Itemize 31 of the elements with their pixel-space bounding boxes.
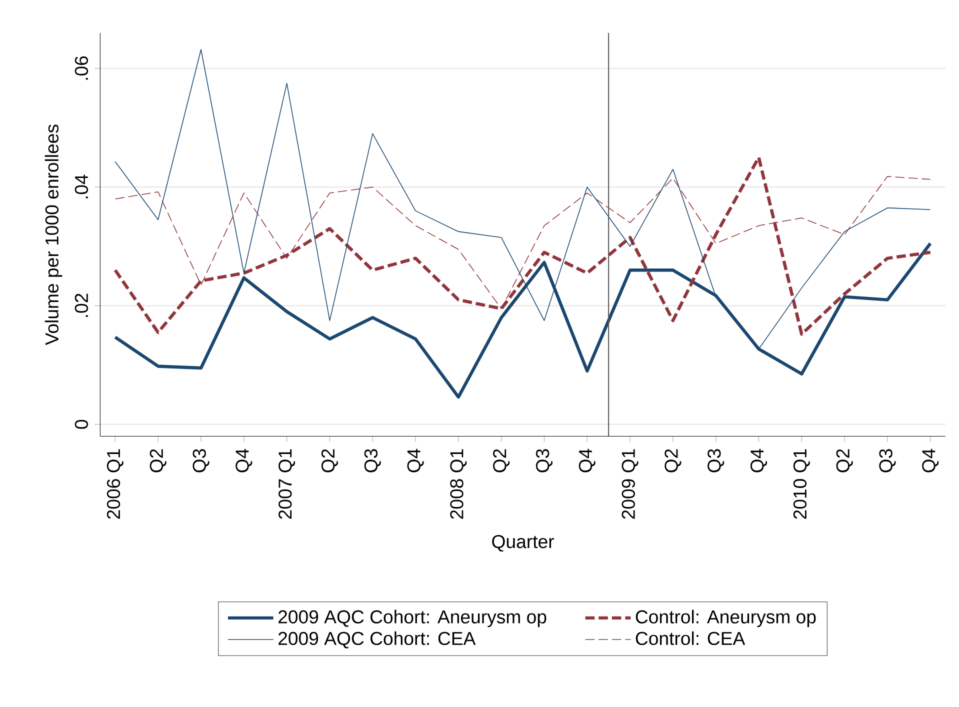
y-tick-label: .06 bbox=[74, 56, 88, 80]
line-series bbox=[114, 156, 932, 336]
x-tick-label: 2008 Q1 bbox=[450, 449, 467, 519]
x-axis-title: Quarter bbox=[492, 535, 554, 552]
legend-label: 2009 AQC Cohort: Aneurysm op bbox=[278, 610, 546, 628]
x-tick-label: Q2 bbox=[493, 449, 510, 472]
legend-label: Control: Aneurysm op bbox=[636, 610, 816, 628]
legend-label: Control: CEA bbox=[636, 631, 746, 646]
x-tick-label: Q4 bbox=[578, 448, 596, 472]
x-tick-label: Q3 bbox=[879, 449, 896, 472]
x-tick-label: Q2 bbox=[836, 449, 853, 472]
y-tick-label: .02 bbox=[74, 294, 88, 318]
x-tick-label: Q3 bbox=[536, 449, 552, 472]
x-tick-label: 2007 Q1 bbox=[278, 449, 296, 519]
x-tick-label: Q4 bbox=[750, 448, 768, 472]
x-tick-label: Q2 bbox=[321, 449, 338, 472]
x-tick-label: Q4 bbox=[922, 448, 939, 472]
x-tick-label: Q3 bbox=[192, 449, 210, 472]
y-tick-label: .04 bbox=[74, 174, 88, 198]
x-tick-label: Q4 bbox=[407, 448, 424, 472]
x-tick-label: Q2 bbox=[150, 449, 166, 472]
x-tick-label: 2006 Q1 bbox=[106, 449, 124, 519]
x-tick-label: Q3 bbox=[708, 449, 724, 472]
x-tick-label: Q3 bbox=[364, 449, 381, 472]
x-tick-label: Q4 bbox=[236, 448, 252, 472]
x-tick-label: 2009 Q1 bbox=[622, 449, 638, 519]
legend-label: 2009 AQC Cohort: CEA bbox=[278, 631, 476, 648]
x-tick-label: 2010 Q1 bbox=[793, 449, 810, 519]
x-tick-label: Q2 bbox=[664, 449, 682, 472]
y-axis-title: Volume per 1000 enrollees bbox=[44, 124, 62, 346]
y-tick-label: 0 bbox=[74, 420, 88, 429]
